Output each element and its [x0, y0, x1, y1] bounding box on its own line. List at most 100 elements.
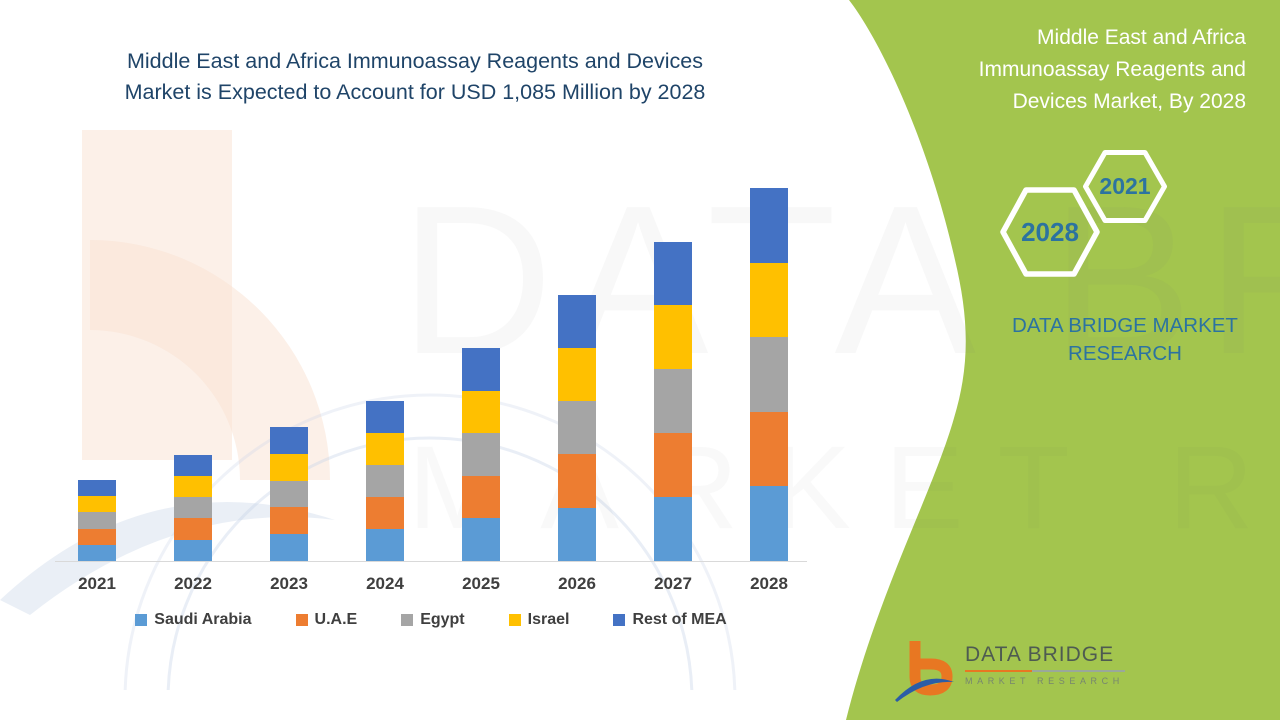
- segment-egypt-2027: [654, 369, 692, 434]
- stacked-bar-chart: 2021 2022 2023 2024 2025 2026 2027 2028: [55, 168, 807, 593]
- x-axis-label-2028: 2028: [750, 574, 788, 593]
- segment-israel-2026: [558, 347, 596, 402]
- company-logo: DATA BRIDGE MARKET RESEARCH: [893, 637, 1125, 705]
- segment-saudi-arabia-2027: [654, 497, 692, 561]
- segment-saudi-arabia-2021: [78, 544, 116, 561]
- segment-u-a-e-2021: [78, 528, 116, 545]
- hexagon-year-label: 2021: [1099, 173, 1151, 199]
- segment-u-a-e-2025: [462, 475, 500, 519]
- logo-tagline: MARKET RESEARCH: [965, 676, 1124, 686]
- legend-label-egypt: Egypt: [420, 611, 465, 628]
- segment-rest-of-mea-2028: [750, 188, 788, 263]
- bar-2021: [78, 480, 116, 561]
- segment-rest-of-mea-2025: [462, 348, 500, 391]
- brand-text-line1: DATA BRIDGE MARKET: [1012, 314, 1238, 337]
- segment-rest-of-mea-2024: [366, 401, 404, 433]
- right-panel-title-line: Middle East and Africa: [1037, 26, 1246, 49]
- x-axis: 2021 2022 2023 2024 2025 2026 2027 2028: [55, 574, 807, 596]
- segment-rest-of-mea-2021: [78, 480, 116, 497]
- segment-saudi-arabia-2026: [558, 507, 596, 561]
- green-panel-shape: [846, 0, 1280, 720]
- segment-rest-of-mea-2027: [654, 241, 692, 306]
- brand-text: DATA BRIDGE MARKET RESEARCH: [988, 312, 1262, 369]
- right-panel-title: Middle East and Africa Immunoassay Reagen…: [916, 22, 1246, 118]
- legend-item-rest-of-mea: Rest of MEA: [613, 611, 727, 629]
- segment-egypt-2028: [750, 337, 788, 412]
- segment-rest-of-mea-2023: [270, 427, 308, 454]
- chart-title: Middle East and Africa Immunoassay Reage…: [62, 46, 768, 108]
- plot-area: [55, 168, 807, 562]
- watermark-arc: [166, 436, 694, 690]
- segment-israel-2024: [366, 433, 404, 465]
- segment-egypt-2023: [270, 480, 308, 508]
- segment-egypt-2022: [174, 497, 212, 519]
- legend-item-israel: Israel: [508, 611, 570, 629]
- bar-2025: [462, 348, 500, 561]
- chart-title-line2: Market is Expected to Account for USD 1,…: [124, 80, 706, 105]
- logo-b-icon: [895, 641, 954, 702]
- segment-egypt-2024: [366, 465, 404, 497]
- segment-saudi-arabia-2028: [750, 486, 788, 561]
- legend-swatch-u-a-e: [295, 614, 308, 626]
- bar-2027: [654, 241, 692, 561]
- right-panel-title-line: Immunoassay Reagents and: [978, 57, 1246, 81]
- logo-text-block: DATA BRIDGE MARKET RESEARCH: [965, 637, 1125, 686]
- legend-label-israel: Israel: [527, 611, 570, 628]
- segment-israel-2025: [462, 390, 500, 434]
- x-axis-label-2022: 2022: [174, 574, 212, 593]
- segment-egypt-2021: [78, 512, 116, 529]
- segment-rest-of-mea-2026: [558, 294, 596, 348]
- bar-2026: [558, 294, 596, 561]
- bar-2023: [270, 427, 308, 561]
- segment-u-a-e-2027: [654, 433, 692, 498]
- watermark-arc: [123, 393, 737, 690]
- segment-u-a-e-2022: [174, 518, 212, 540]
- legend-item-u-a-e: U.A.E: [295, 611, 358, 629]
- segment-rest-of-mea-2022: [174, 454, 212, 476]
- hexagon-year-label: 2028: [1021, 216, 1079, 247]
- x-axis-label-2023: 2023: [270, 574, 308, 593]
- watermark-b-bowl: [90, 240, 330, 480]
- segment-saudi-arabia-2025: [462, 518, 500, 561]
- background-logo-watermark: [0, 130, 737, 690]
- x-axis-label-2027: 2027: [654, 574, 692, 593]
- bar-2024: [366, 401, 404, 561]
- logo-name: DATA BRIDGE: [965, 643, 1115, 666]
- segment-israel-2028: [750, 262, 788, 338]
- legend-swatch-egypt: [401, 614, 414, 626]
- segment-u-a-e-2028: [750, 411, 788, 487]
- segment-saudi-arabia-2024: [366, 529, 404, 561]
- legend-label-saudi-arabia: Saudi Arabia: [154, 611, 252, 628]
- hexagon-outline: [1000, 187, 1100, 277]
- segment-saudi-arabia-2023: [270, 534, 308, 561]
- segment-u-a-e-2024: [366, 497, 404, 529]
- legend-item-saudi-arabia: Saudi Arabia: [135, 611, 252, 629]
- hexagon-outline: [1083, 150, 1167, 223]
- segment-israel-2023: [270, 453, 308, 481]
- segment-israel-2022: [174, 475, 212, 498]
- bar-2028: [750, 188, 788, 561]
- segment-israel-2027: [654, 305, 692, 370]
- brand-text-line2: RESEARCH: [1068, 342, 1182, 366]
- legend-swatch-rest-of-mea: [613, 614, 626, 626]
- segment-u-a-e-2026: [558, 454, 596, 508]
- hexagon-2021: 2021: [1083, 150, 1167, 223]
- segment-israel-2021: [78, 496, 116, 513]
- x-axis-label-2026: 2026: [558, 574, 596, 593]
- x-axis-label-2024: 2024: [366, 574, 404, 593]
- bar-2022: [174, 454, 212, 561]
- x-axis-label-2025: 2025: [462, 574, 500, 593]
- logo-swoosh-shape: [895, 678, 954, 702]
- segment-egypt-2025: [462, 433, 500, 476]
- chart-title-line1: Middle East and Africa Immunoassay Reage…: [126, 49, 704, 73]
- legend-swatch-saudi-arabia: [135, 614, 148, 626]
- x-axis-label-2021: 2021: [78, 574, 116, 593]
- right-panel-title-line: Devices Market, By 2028: [1012, 89, 1246, 113]
- chart-legend: Saudi Arabia U.A.E Egypt Israel Rest of MEA: [55, 611, 807, 629]
- logo-divider: [965, 670, 1125, 672]
- segment-egypt-2026: [558, 401, 596, 455]
- segment-u-a-e-2023: [270, 507, 308, 535]
- legend-label-u-a-e: U.A.E: [314, 611, 358, 628]
